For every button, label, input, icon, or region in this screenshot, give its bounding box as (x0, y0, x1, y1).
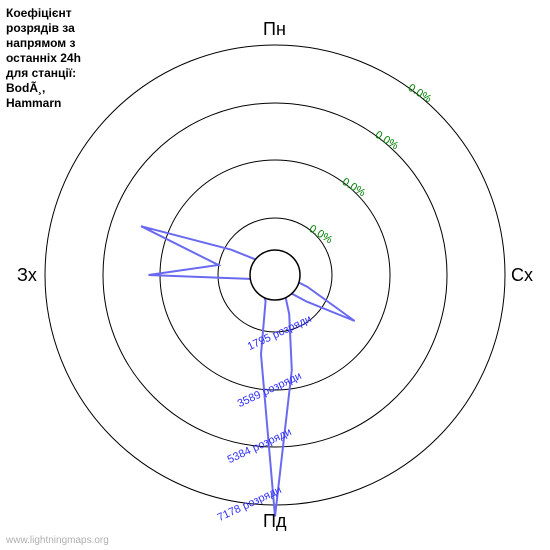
cardinal-west: Зх (17, 265, 37, 286)
direction-polygon (141, 226, 355, 516)
chart-svg (0, 0, 550, 550)
polar-chart-container: Коефіцієнт розрядів за напрямом з останн… (0, 0, 550, 550)
cardinal-east: Сх (511, 265, 533, 286)
cardinal-north: Пн (263, 19, 286, 40)
cardinal-south: Пд (263, 511, 286, 532)
chart-title: Коефіцієнт розрядів за напрямом з останн… (6, 6, 81, 111)
footer-credit: www.lightningmaps.org (6, 535, 109, 546)
center-disc (250, 250, 300, 300)
